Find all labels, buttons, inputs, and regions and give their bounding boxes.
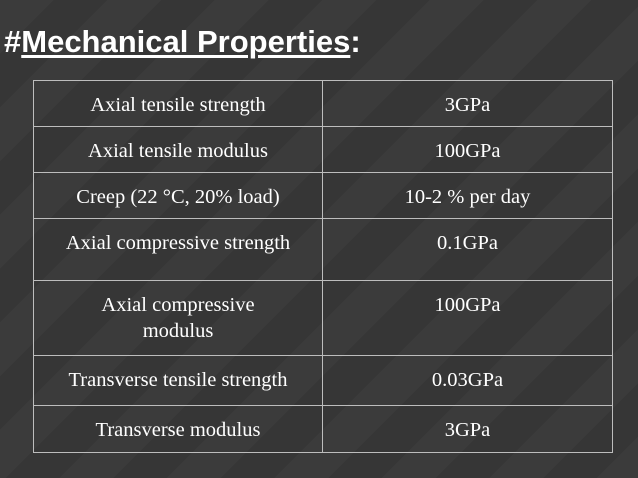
table-row: Creep (22 °C, 20% load) 10-2 % per day	[33, 172, 613, 219]
property-name: Axial compressive strength	[33, 218, 323, 281]
property-name: Transverse modulus	[33, 405, 323, 453]
property-name: Axial tensile modulus	[33, 126, 323, 173]
table-row: Transverse modulus 3GPa	[33, 405, 613, 453]
property-value: 10-2 % per day	[322, 172, 613, 219]
property-name: Creep (22 °C, 20% load)	[33, 172, 323, 219]
property-name: Axial compressive modulus	[33, 280, 323, 356]
title-text: Mechanical Properties	[21, 24, 351, 59]
title-suffix: :	[350, 24, 361, 59]
title-prefix: #	[4, 24, 22, 59]
property-value: 3GPa	[322, 405, 613, 453]
property-value: 100GPa	[322, 280, 613, 356]
table-row: Axial compressive strength 0.1GPa	[33, 218, 613, 281]
property-value: 0.1GPa	[322, 218, 613, 281]
property-name: Axial tensile strength	[33, 80, 323, 127]
table-row: Axial compressive modulus 100GPa	[33, 280, 613, 356]
table-row: Transverse tensile strength 0.03GPa	[33, 355, 613, 406]
properties-table: Axial tensile strength 3GPa Axial tensile …	[33, 80, 613, 453]
property-value: 100GPa	[322, 126, 613, 173]
slide-title: #Mechanical Properties:	[4, 22, 361, 62]
table-row: Axial tensile strength 3GPa	[33, 80, 613, 127]
property-value: 3GPa	[322, 80, 613, 127]
property-value: 0.03GPa	[322, 355, 613, 406]
table-row: Axial tensile modulus 100GPa	[33, 126, 613, 173]
property-name: Transverse tensile strength	[33, 355, 323, 406]
